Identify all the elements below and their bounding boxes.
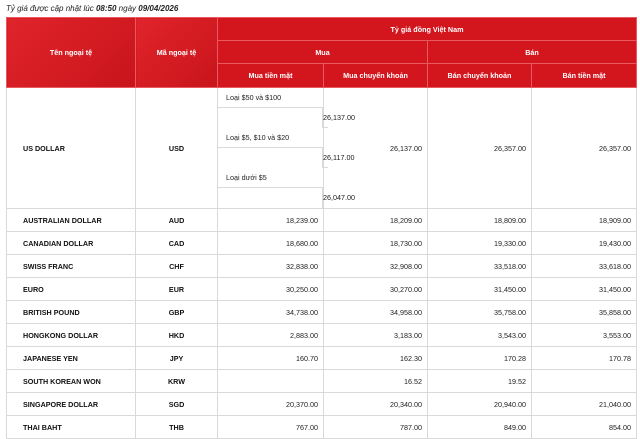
sell-transfer-value: 20,940.00 — [427, 392, 532, 416]
currency-name: JAPANESE YEN — [6, 346, 136, 370]
header-sell: Bán — [426, 40, 638, 64]
sell-transfer-value: 35,758.00 — [427, 300, 532, 324]
usd-tier-label: Loại $5, $10 và $20 — [218, 128, 323, 148]
buy-transfer-value: 18,730.00 — [323, 231, 428, 255]
currency-code: GBP — [135, 300, 218, 324]
buy-cash-value: 160.70 — [217, 346, 324, 370]
sell-cash-value: 21,040.00 — [530, 392, 638, 416]
table-row: SOUTH KOREAN WON KRW 16.52 19.52 — [6, 369, 638, 393]
currency-code: CAD — [135, 231, 218, 255]
updated-time: 08:50 — [95, 4, 117, 13]
sell-cash-value: 3,553.00 — [530, 323, 638, 347]
buy-cash-value: 20,370.00 — [217, 392, 324, 416]
currency-code: EUR — [135, 277, 218, 301]
currency-name: THAI BAHT — [6, 415, 136, 439]
header-buy-cash: Mua tiền mặt — [217, 63, 324, 88]
header-sell-cash: Bán tiền mặt — [530, 63, 638, 88]
usd-tier-value: 26,047.00 — [322, 188, 355, 208]
sell-transfer-value: 19,330.00 — [427, 231, 532, 255]
buy-transfer-value: 34,958.00 — [323, 300, 428, 324]
table-row: JAPANESE YEN JPY 160.70 162.30 170.28 17… — [6, 346, 638, 370]
currency-code: KRW — [135, 369, 218, 393]
currency-code: SGD — [135, 392, 218, 416]
table-row-usd: US DOLLAR USD Loại $50 và $100 26,137.00… — [6, 87, 638, 209]
currency-code: THB — [135, 415, 218, 439]
updated-date: 09/04/2026 — [138, 4, 179, 13]
usd-tier-value: 26,117.00 — [322, 148, 354, 168]
buy-transfer-value: 26,137.00 — [323, 87, 428, 209]
header-currency-code: Mã ngoại tệ — [135, 17, 218, 88]
buy-transfer-value: 30,270.00 — [323, 277, 428, 301]
exchange-rate-table: Tên ngoại tệ Mã ngoại tệ Tỷ giá đồng Việ… — [6, 17, 638, 439]
sell-cash-value: 31,450.00 — [530, 277, 638, 301]
header-buy: Mua — [217, 40, 428, 64]
table-row: SINGAPORE DOLLAR SGD 20,370.00 20,340.00… — [6, 392, 638, 416]
buy-transfer-value: 32,908.00 — [323, 254, 428, 278]
usd-tier-value: 26,137.00 — [322, 108, 355, 128]
usd-tier-label: Loại dưới $5 — [218, 168, 323, 188]
table-row: EURO EUR 30,250.00 30,270.00 31,450.00 3… — [6, 277, 638, 301]
table-row: HONGKONG DOLLAR HKD 2,883.00 3,183.00 3,… — [6, 323, 638, 347]
currency-name: SOUTH KOREAN WON — [6, 369, 136, 393]
table-row: BRITISH POUND GBP 34,738.00 34,958.00 35… — [6, 300, 638, 324]
buy-cash-value: 32,838.00 — [217, 254, 324, 278]
header-sell-transfer: Bán chuyển khoản — [427, 63, 532, 88]
header-vnd-group: Tỷ giá đồng Việt Nam — [216, 17, 638, 41]
buy-cash-value: 18,680.00 — [217, 231, 324, 255]
header-currency-name: Tên ngoại tệ — [6, 17, 136, 88]
sell-transfer-value: 18,809.00 — [427, 208, 532, 232]
sell-transfer-value: 170.28 — [427, 346, 532, 370]
buy-transfer-value: 162.30 — [323, 346, 428, 370]
currency-name: SINGAPORE DOLLAR — [6, 392, 136, 416]
buy-transfer-value: 787.00 — [323, 415, 428, 439]
sell-cash-value: 18,909.00 — [530, 208, 638, 232]
sell-transfer-value: 33,518.00 — [427, 254, 532, 278]
table-row: CANADIAN DOLLAR CAD 18,680.00 18,730.00 … — [6, 231, 638, 255]
updated-middle: ngày — [118, 4, 137, 13]
usd-cash-tiers: Loại $50 và $100 26,137.00 Loại $5, $10 … — [217, 87, 355, 209]
buy-cash-value — [217, 369, 324, 393]
buy-cash-value: 18,239.00 — [217, 208, 324, 232]
table-row: THAI BAHT THB 767.00 787.00 849.00 854.0… — [6, 415, 638, 439]
currency-name: HONGKONG DOLLAR — [6, 323, 136, 347]
table-row: SWISS FRANC CHF 32,838.00 32,908.00 33,5… — [6, 254, 638, 278]
table-row: AUSTRALIAN DOLLAR AUD 18,239.00 18,209.0… — [6, 208, 638, 232]
currency-name: CANADIAN DOLLAR — [6, 231, 136, 255]
currency-code: AUD — [135, 208, 218, 232]
currency-code: JPY — [135, 346, 218, 370]
currency-code: USD — [135, 87, 218, 209]
currency-code: CHF — [135, 254, 218, 278]
buy-transfer-value: 3,183.00 — [323, 323, 428, 347]
sell-cash-value: 26,357.00 — [530, 87, 638, 209]
sell-transfer-value: 19.52 — [427, 369, 532, 393]
currency-name: AUSTRALIAN DOLLAR — [6, 208, 136, 232]
usd-tier-label: Loại $50 và $100 — [218, 88, 323, 108]
header-buy-transfer: Mua chuyển khoản — [323, 63, 428, 88]
buy-transfer-value: 20,340.00 — [323, 392, 428, 416]
updated-prefix: Tỷ giá được cập nhật lúc — [6, 4, 94, 13]
currency-code: HKD — [135, 323, 218, 347]
buy-cash-value: 34,738.00 — [217, 300, 324, 324]
sell-transfer-value: 849.00 — [427, 415, 532, 439]
sell-transfer-value: 31,450.00 — [427, 277, 532, 301]
buy-cash-value: 2,883.00 — [217, 323, 324, 347]
sell-cash-value: 35,858.00 — [530, 300, 638, 324]
currency-name: BRITISH POUND — [6, 300, 136, 324]
sell-cash-value — [530, 369, 638, 393]
buy-cash-value: 767.00 — [217, 415, 324, 439]
sell-transfer-value: 3,543.00 — [427, 323, 532, 347]
currency-name: EURO — [6, 277, 136, 301]
sell-cash-value: 33,618.00 — [530, 254, 638, 278]
buy-transfer-value: 18,209.00 — [323, 208, 428, 232]
currency-name: US DOLLAR — [6, 87, 136, 209]
last-updated-text: Tỷ giá được cập nhật lúc 08:50 ngày 09/0… — [6, 4, 178, 13]
currency-name: SWISS FRANC — [6, 254, 136, 278]
sell-cash-value: 19,430.00 — [530, 231, 638, 255]
buy-transfer-value: 16.52 — [323, 369, 428, 393]
buy-cash-value: 30,250.00 — [217, 277, 324, 301]
sell-transfer-value: 26,357.00 — [427, 87, 532, 209]
sell-cash-value: 170.78 — [530, 346, 638, 370]
sell-cash-value: 854.00 — [530, 415, 638, 439]
